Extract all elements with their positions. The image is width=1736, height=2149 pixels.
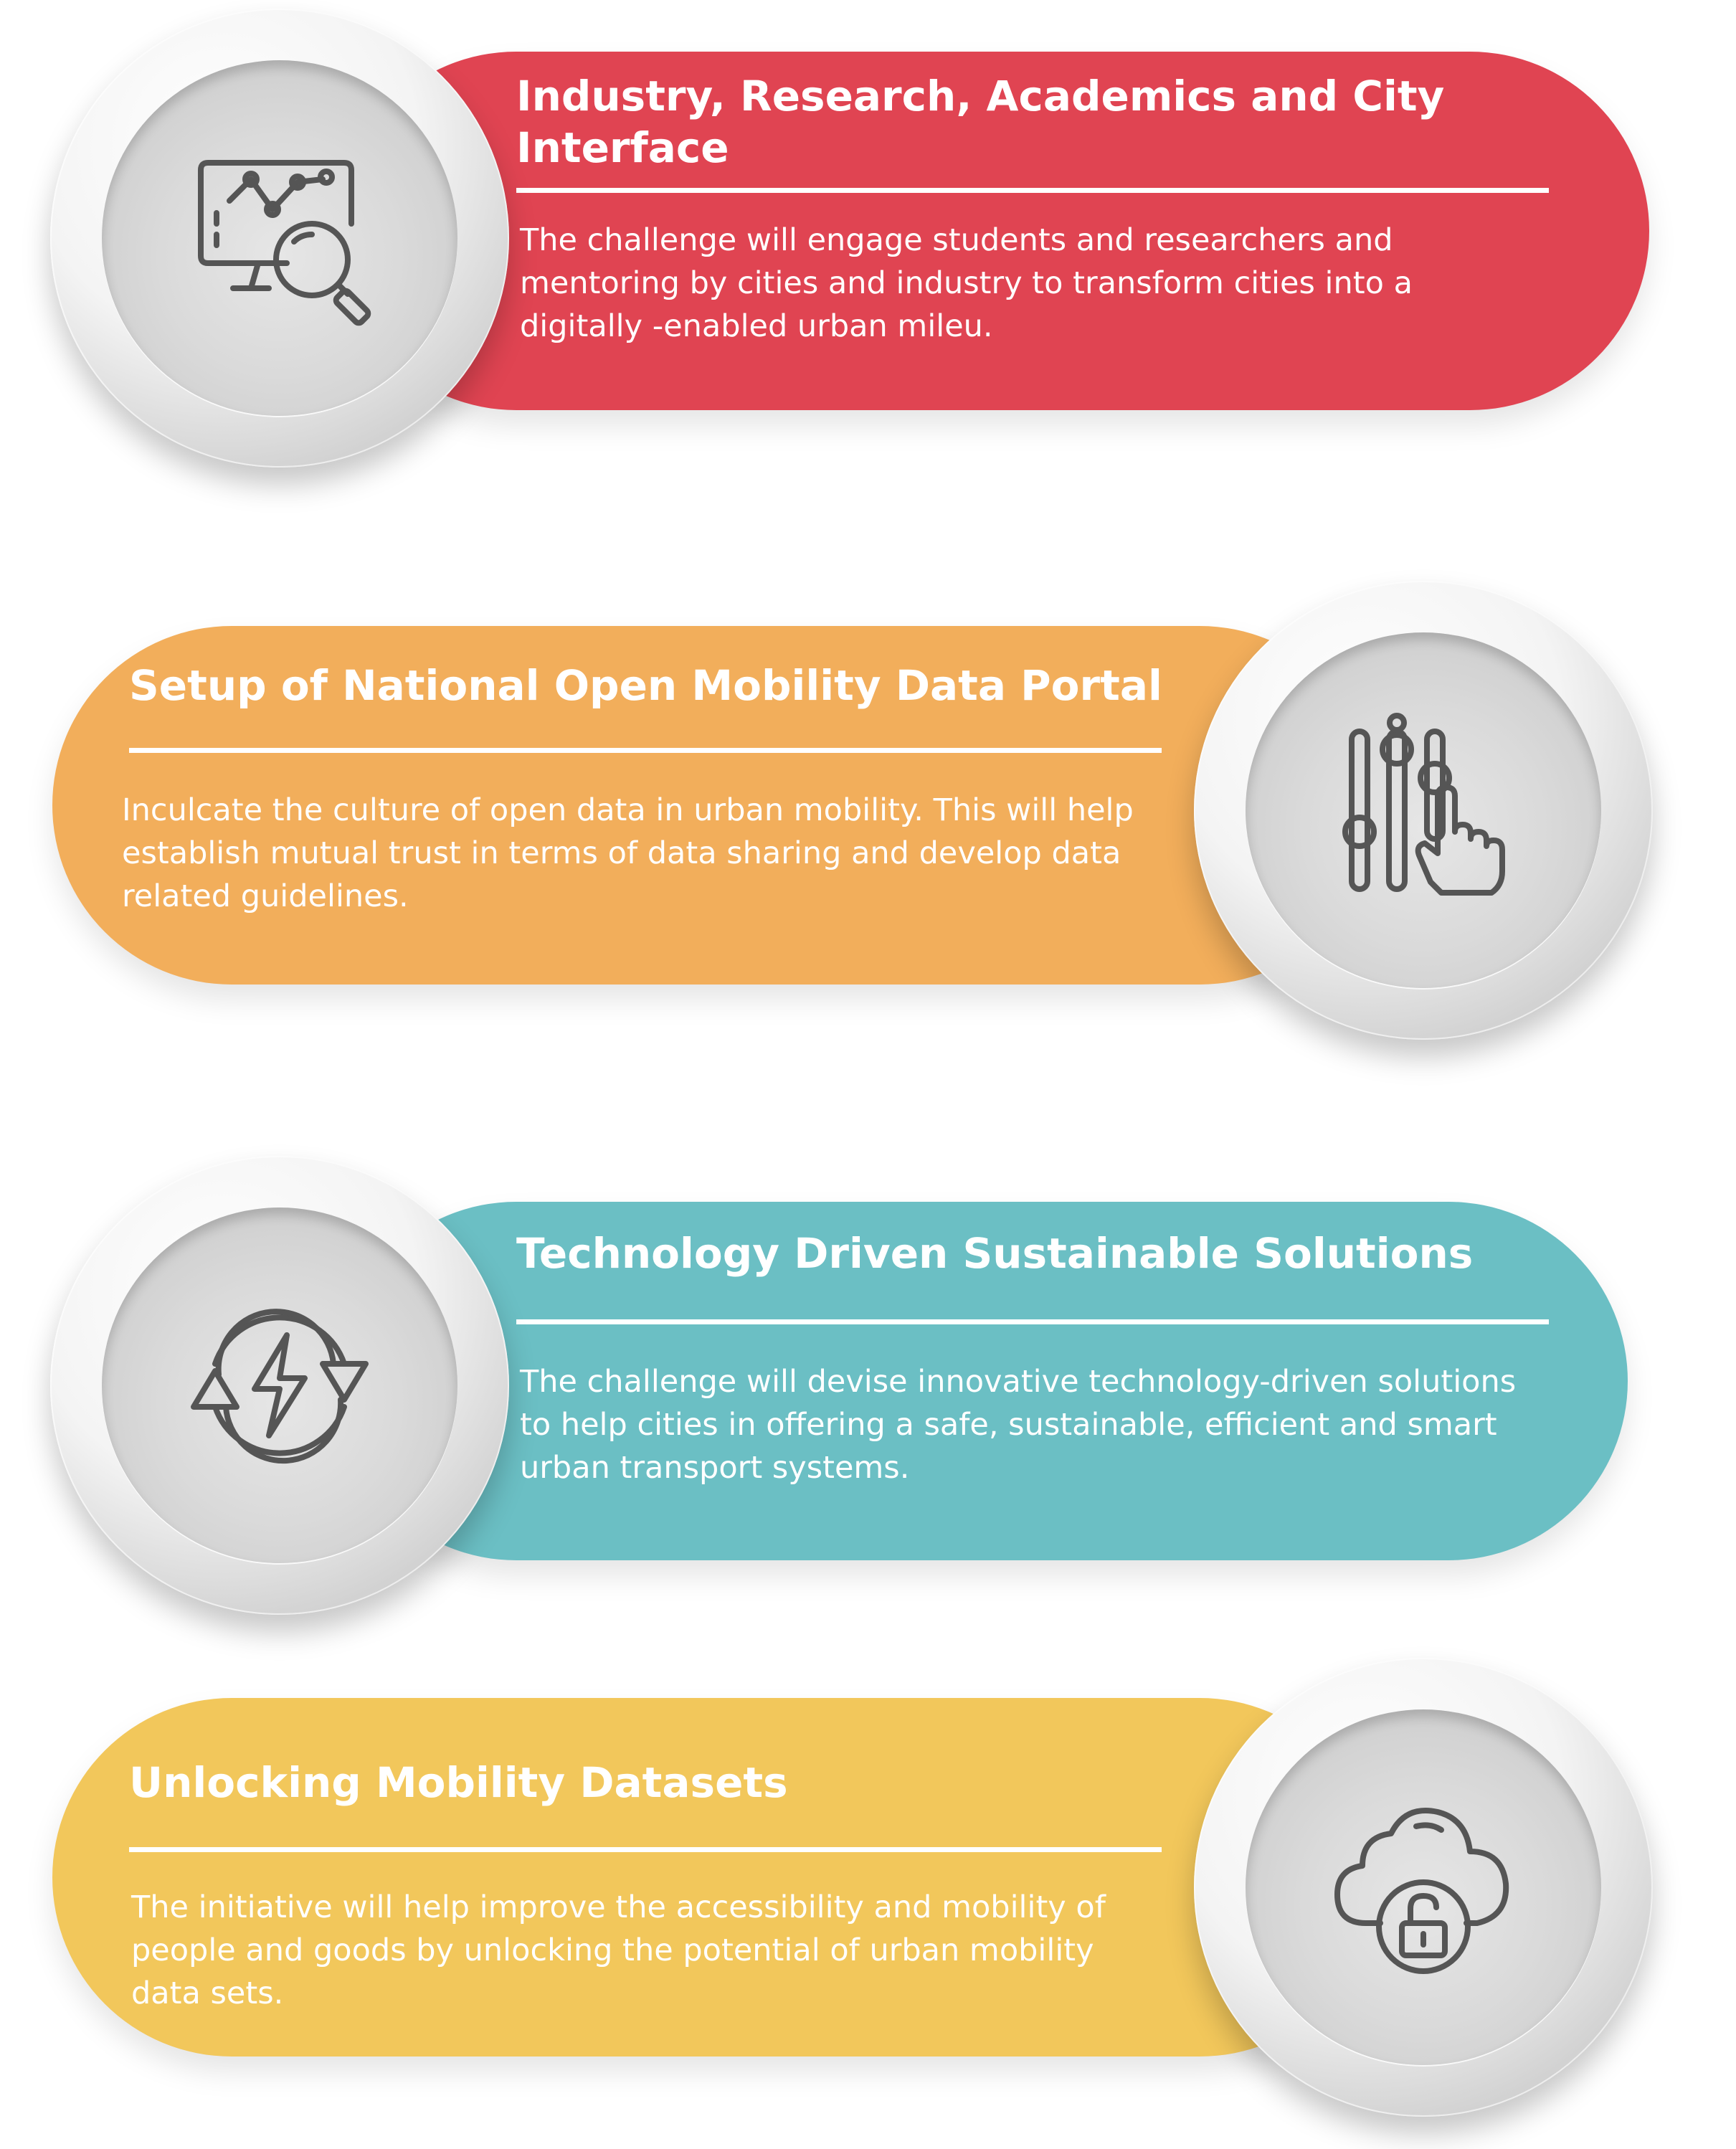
card-2-description: Inculcate the culture of open data in ur… [122, 792, 1134, 914]
card-4-description: The initiative will help improve the acc… [131, 1889, 1106, 2011]
cloud-unlock-icon [1334, 1808, 1509, 1974]
card-3-description: The challenge will devise innovative tec… [520, 1364, 1517, 1486]
card-4-divider [129, 1847, 1162, 1852]
card-2-banner [52, 626, 1379, 985]
card-3-icon-badge [50, 1156, 509, 1615]
card-4-title: Unlocking Mobility Datasets [129, 1758, 788, 1807]
card-3-banner [337, 1202, 1628, 1560]
card-1-description: The challenge will engage students and r… [520, 222, 1413, 344]
card-1-icon-badge [50, 9, 509, 468]
card-1-title: Industry, Research, Academics and City I… [516, 72, 1445, 172]
card-2-title: Setup of National Open Mobility Data Por… [129, 661, 1162, 710]
card-3-divider [516, 1319, 1549, 1324]
card-3-title: Technology Driven Sustainable Solutions [516, 1229, 1474, 1278]
sliders-hand-icon [1342, 713, 1505, 896]
card-4-icon-badge [1194, 1658, 1653, 2117]
card-4-banner [52, 1698, 1379, 2057]
renewable-energy-icon [191, 1309, 369, 1464]
card-1-divider [516, 188, 1549, 193]
card-1-banner [337, 52, 1649, 410]
card-2-divider [129, 748, 1162, 753]
monitor-analytics-search-icon [198, 160, 371, 326]
card-2-icon-badge [1194, 581, 1653, 1040]
